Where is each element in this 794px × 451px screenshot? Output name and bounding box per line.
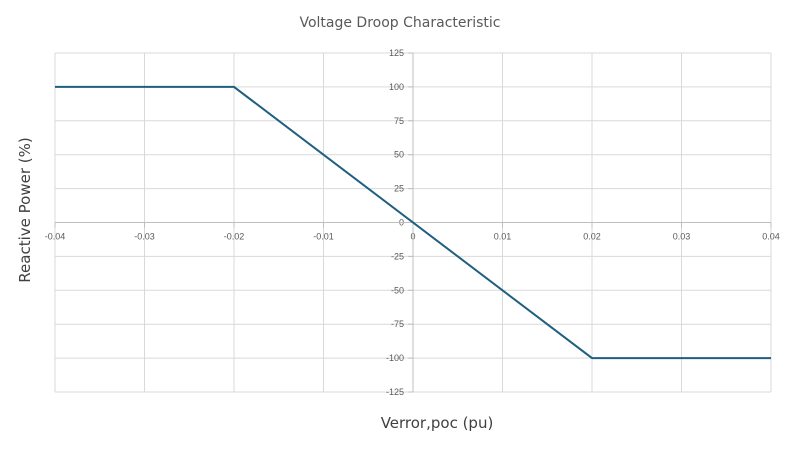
chart-title: Voltage Droop Characteristic bbox=[299, 15, 500, 31]
x-tick-label: -0.04 bbox=[45, 232, 66, 242]
y-tick-label: 125 bbox=[389, 48, 404, 58]
x-tick-label: -0.03 bbox=[134, 232, 155, 242]
y-tick-label: 100 bbox=[389, 82, 404, 92]
y-tick-label: -50 bbox=[391, 285, 404, 295]
series-line bbox=[55, 85, 771, 360]
x-tick-label: 0.03 bbox=[673, 232, 691, 242]
x-axis-label: Verror,poc (pu) bbox=[381, 414, 494, 432]
plot-area: -0.04-0.03-0.02-0.0100.010.020.030.04125… bbox=[45, 48, 780, 397]
y-tick-label: 50 bbox=[394, 150, 404, 160]
y-tick-label: -100 bbox=[386, 353, 404, 363]
y-tick-label: -25 bbox=[391, 251, 404, 261]
y-axis-label: Reactive Power (%) bbox=[16, 137, 34, 282]
y-tick-label: 25 bbox=[394, 184, 404, 194]
y-tick-label: -125 bbox=[386, 387, 404, 397]
y-tick-label: 75 bbox=[394, 116, 404, 126]
x-tick-label: 0.01 bbox=[494, 232, 512, 242]
x-tick-label: 0.02 bbox=[583, 232, 601, 242]
y-tick-label: -75 bbox=[391, 319, 404, 329]
x-tick-label: -0.01 bbox=[313, 232, 334, 242]
x-tick-label: -0.02 bbox=[224, 232, 245, 242]
x-tick-label: 0.04 bbox=[762, 232, 780, 242]
